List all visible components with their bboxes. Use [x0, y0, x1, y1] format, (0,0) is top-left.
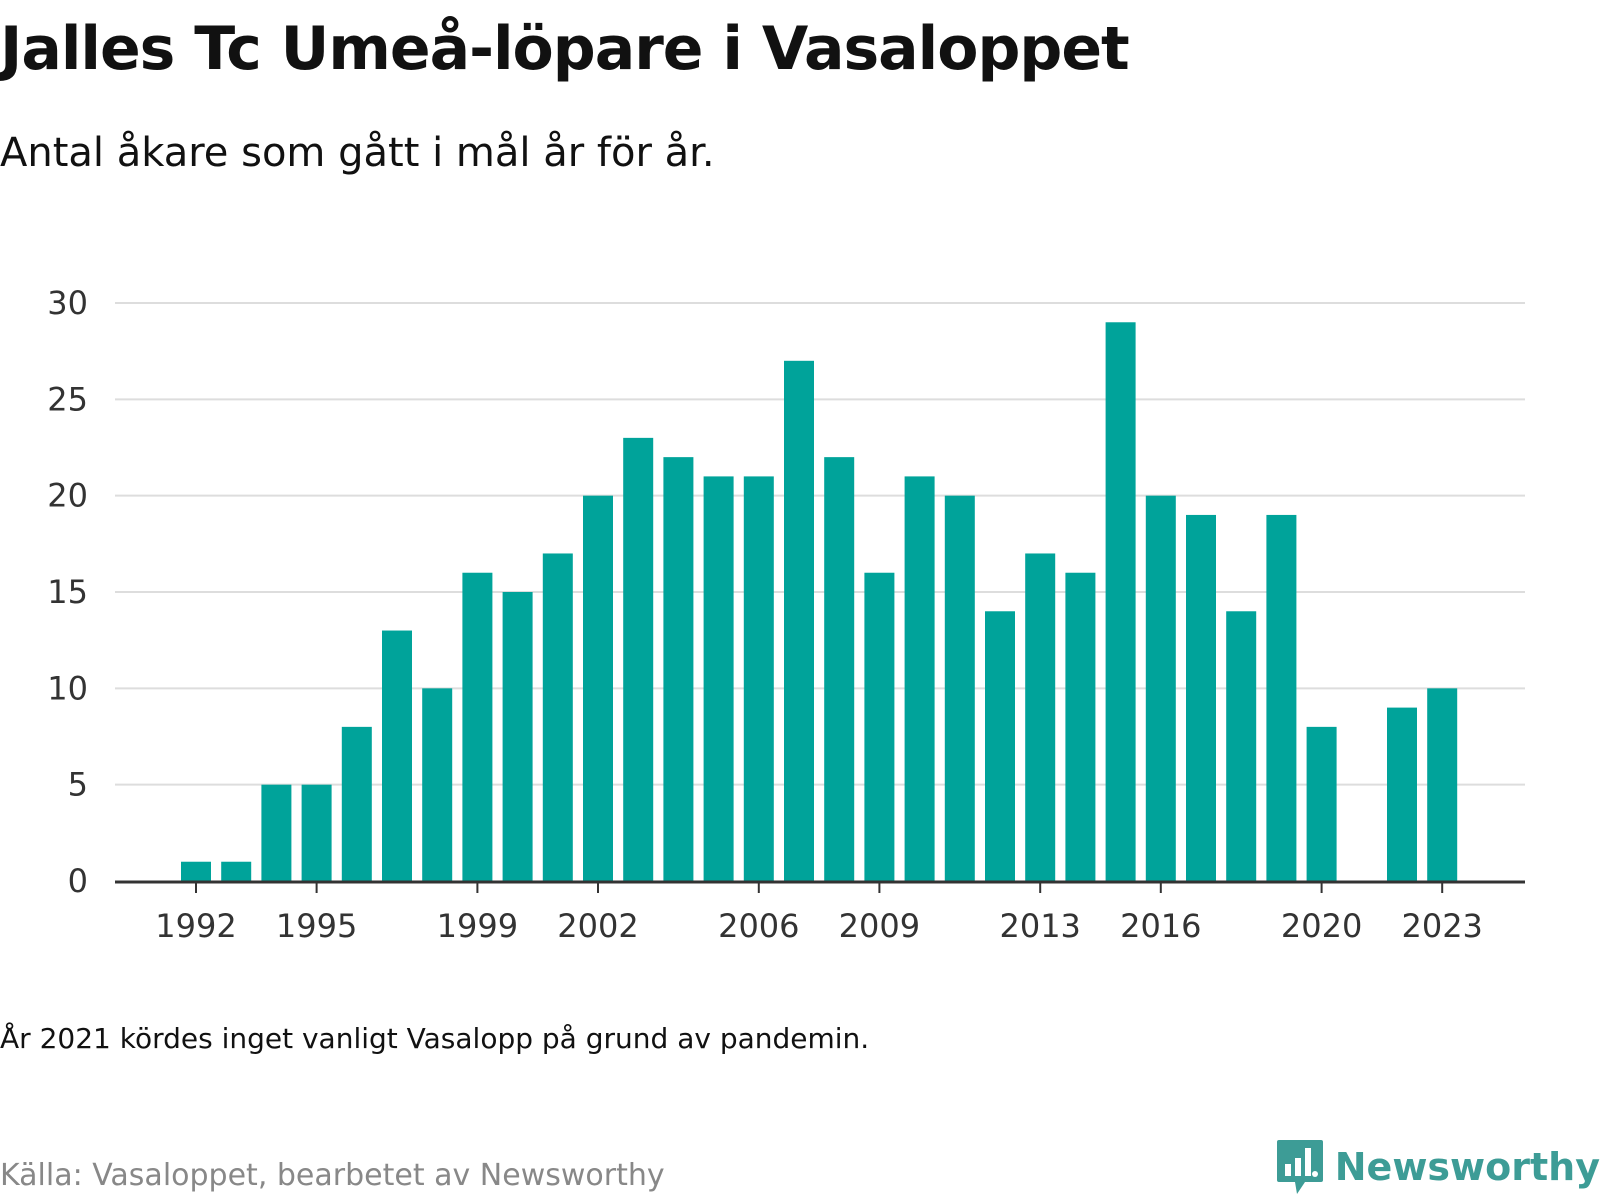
bar-2002 [583, 495, 613, 881]
bar-2016 [1145, 495, 1176, 881]
bar-1997 [382, 630, 412, 881]
bar-2023 [1427, 688, 1458, 881]
x-tick-label: 1992 [155, 907, 236, 945]
x-tick-label: 1995 [276, 907, 357, 945]
chart-note: År 2021 kördes inget vanligt Vasalopp på… [0, 1022, 870, 1055]
gridlines [115, 302, 1525, 786]
bar-1992 [181, 861, 211, 881]
bar-2000 [502, 592, 533, 881]
y-tick-label: 20 [47, 477, 88, 515]
x-tick-label: 2023 [1401, 907, 1482, 945]
bar-2009 [864, 572, 895, 881]
bar-2004 [663, 457, 694, 881]
bar-2020 [1306, 726, 1337, 881]
y-axis-labels: 0 5 10 15 20 25 30 [47, 284, 88, 900]
y-tick-label: 30 [47, 284, 88, 322]
bar-2014 [1065, 572, 1096, 881]
x-tick-label: 2020 [1281, 907, 1362, 945]
x-axis-labels: 1992 1995 1999 2002 2006 2009 2013 2016 2020 2023 [155, 907, 1483, 945]
bar-2013 [1025, 553, 1056, 881]
y-tick-label: 10 [47, 669, 88, 707]
y-tick-label: 0 [68, 862, 88, 900]
y-tick-label: 15 [47, 573, 88, 611]
brand-name: Newsworthy [1334, 1145, 1600, 1189]
bar-2011 [944, 495, 975, 881]
bar-2010 [904, 476, 935, 881]
bar-2015 [1105, 322, 1136, 881]
chart-subtitle: Antal åkare som gått i mål år för år. [0, 130, 715, 176]
bar-2005 [703, 476, 734, 881]
y-tick-label: 5 [68, 766, 88, 804]
bar-2001 [542, 553, 573, 881]
x-tick-label: 1999 [437, 907, 518, 945]
bar-2007 [784, 360, 814, 881]
bar-2008 [824, 457, 855, 881]
bar-1998 [422, 688, 453, 881]
bar-2006 [743, 476, 774, 881]
bar-chart: 0 5 10 15 20 25 30 1992 1995 1999 2002 2006 2009 201… [47, 284, 1525, 945]
bar-1999 [462, 572, 493, 881]
bar-1993 [221, 861, 252, 881]
bars [181, 322, 1458, 881]
bar-2012 [985, 611, 1015, 881]
bar-2003 [623, 437, 654, 881]
x-axis [115, 880, 1525, 893]
bar-2017 [1186, 514, 1216, 881]
bar-2018 [1226, 611, 1257, 881]
x-tick-label: 2002 [557, 907, 638, 945]
x-tick-label: 2016 [1120, 907, 1201, 945]
bar-2019 [1266, 514, 1297, 881]
x-tick-label: 2009 [839, 907, 920, 945]
x-tick-label: 2006 [718, 907, 799, 945]
bar-1996 [341, 726, 372, 881]
bar-chart-speech-bubble-icon [1276, 1140, 1323, 1194]
x-tick-label: 2013 [999, 907, 1080, 945]
bar-1994 [261, 784, 292, 881]
y-tick-label: 25 [47, 380, 88, 418]
source-credit: Källa: Vasaloppet, bearbetet av Newswort… [0, 1158, 665, 1193]
bar-2022 [1387, 707, 1417, 881]
newsworthy-logo: Newsworthy [1275, 1138, 1600, 1196]
bar-1995 [301, 784, 332, 881]
chart-title: Jalles Tc Umeå-löpare i Vasaloppet [0, 14, 1130, 84]
